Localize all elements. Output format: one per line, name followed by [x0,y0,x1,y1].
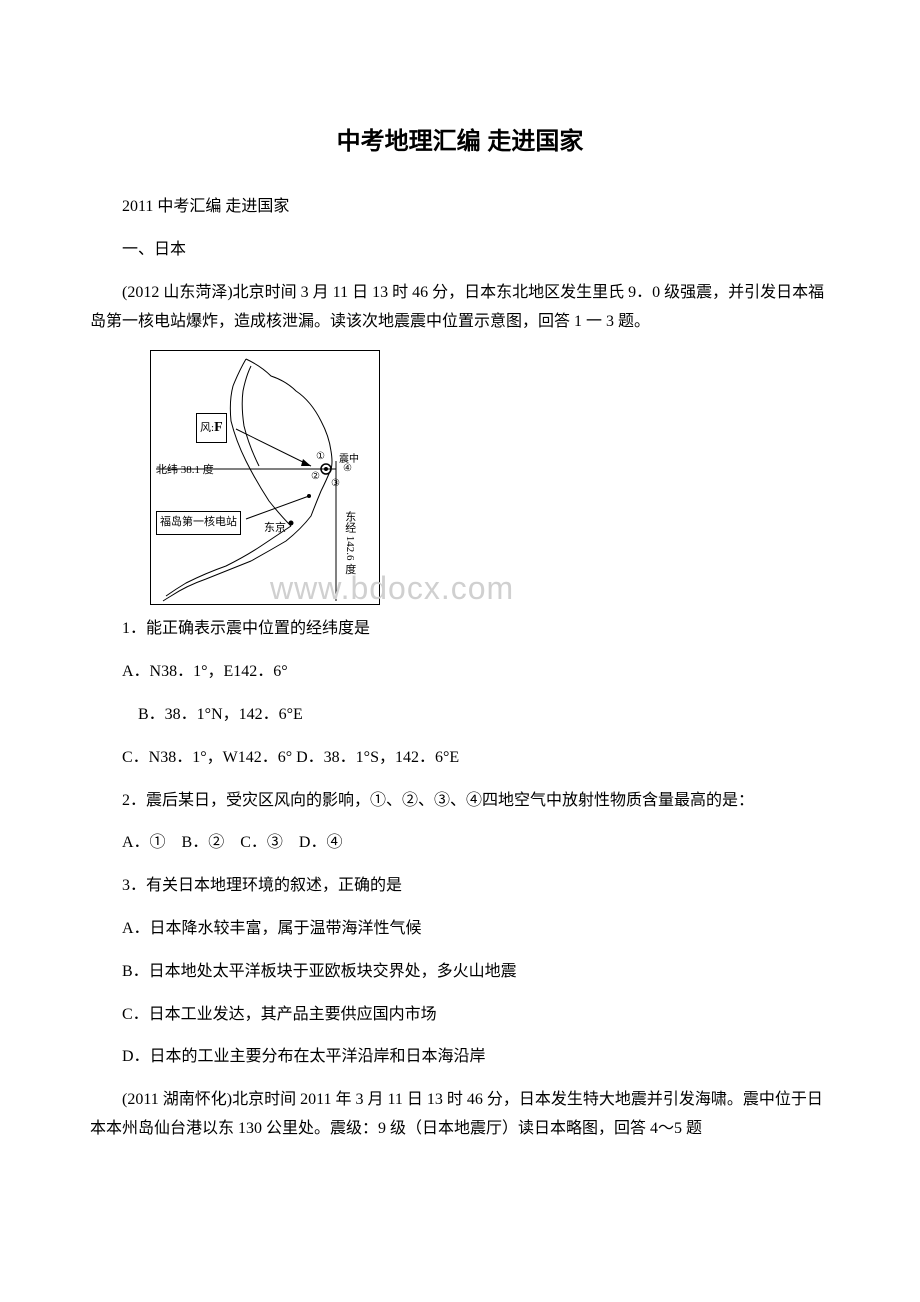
q2-options: A．① B．② C．③ D．④ [90,829,830,858]
subtitle-line: 2011 中考汇编 走进国家 [90,193,830,222]
svg-text:②: ② [311,471,320,482]
page-title: 中考地理汇编 走进国家 [90,120,830,163]
q1-option-cd: C．N38．1°，W142．6° D．38．1°S，142．6°E [90,744,830,773]
q1-option-a: A．N38．1°，E142．6° [90,658,830,687]
q1-stem: 1．能正确表示震中位置的经纬度是 [90,615,830,644]
intro-paragraph-2: (2011 湖南怀化)北京时间 2011 年 3 月 11 日 13 时 46 … [90,1086,830,1144]
q1-option-b: B．38．1°N，142．6°E [90,701,830,730]
epicenter-label: 震中 [339,451,359,469]
q3-option-b: B．日本地处太平洋板块于亚欧板块交界处，多火山地震 [90,958,830,987]
map-figure: ① ④ ③ ② 风:F 北纬 38.1 度 震中 福岛第一核电站 东京 东经 1… [150,350,830,605]
tokyo-label: 东京 [264,519,286,539]
q3-option-d: D．日本的工业主要分布在太平洋沿岸和日本海沿岸 [90,1043,830,1072]
q3-option-c: C．日本工业发达，其产品主要供应国内市场 [90,1001,830,1030]
section-heading-japan: 一、日本 [90,236,830,265]
svg-text:①: ① [316,451,325,462]
wind-box: 风:F [196,413,227,442]
q3-stem: 3．有关日本地理环境的叙述，正确的是 [90,872,830,901]
latitude-label: 北纬 38.1 度 [156,461,214,481]
plant-label: 福岛第一核电站 [156,511,241,535]
wind-symbol: F [214,420,223,435]
q2-stem: 2．震后某日，受灾区风向的影响，①、②、③、④四地空气中放射性物质含量最高的是： [90,787,830,816]
svg-text:③: ③ [331,478,340,489]
longitude-label: 东经 142.6 度 [339,511,359,574]
intro-paragraph-1: (2012 山东菏泽)北京时间 3 月 11 日 13 时 46 分，日本东北地… [90,279,830,337]
wind-label-text: 风: [200,422,214,434]
japan-map-image: ① ④ ③ ② 风:F 北纬 38.1 度 震中 福岛第一核电站 东京 东经 1… [150,350,380,605]
q3-option-a: A．日本降水较丰富，属于温带海洋性气候 [90,915,830,944]
